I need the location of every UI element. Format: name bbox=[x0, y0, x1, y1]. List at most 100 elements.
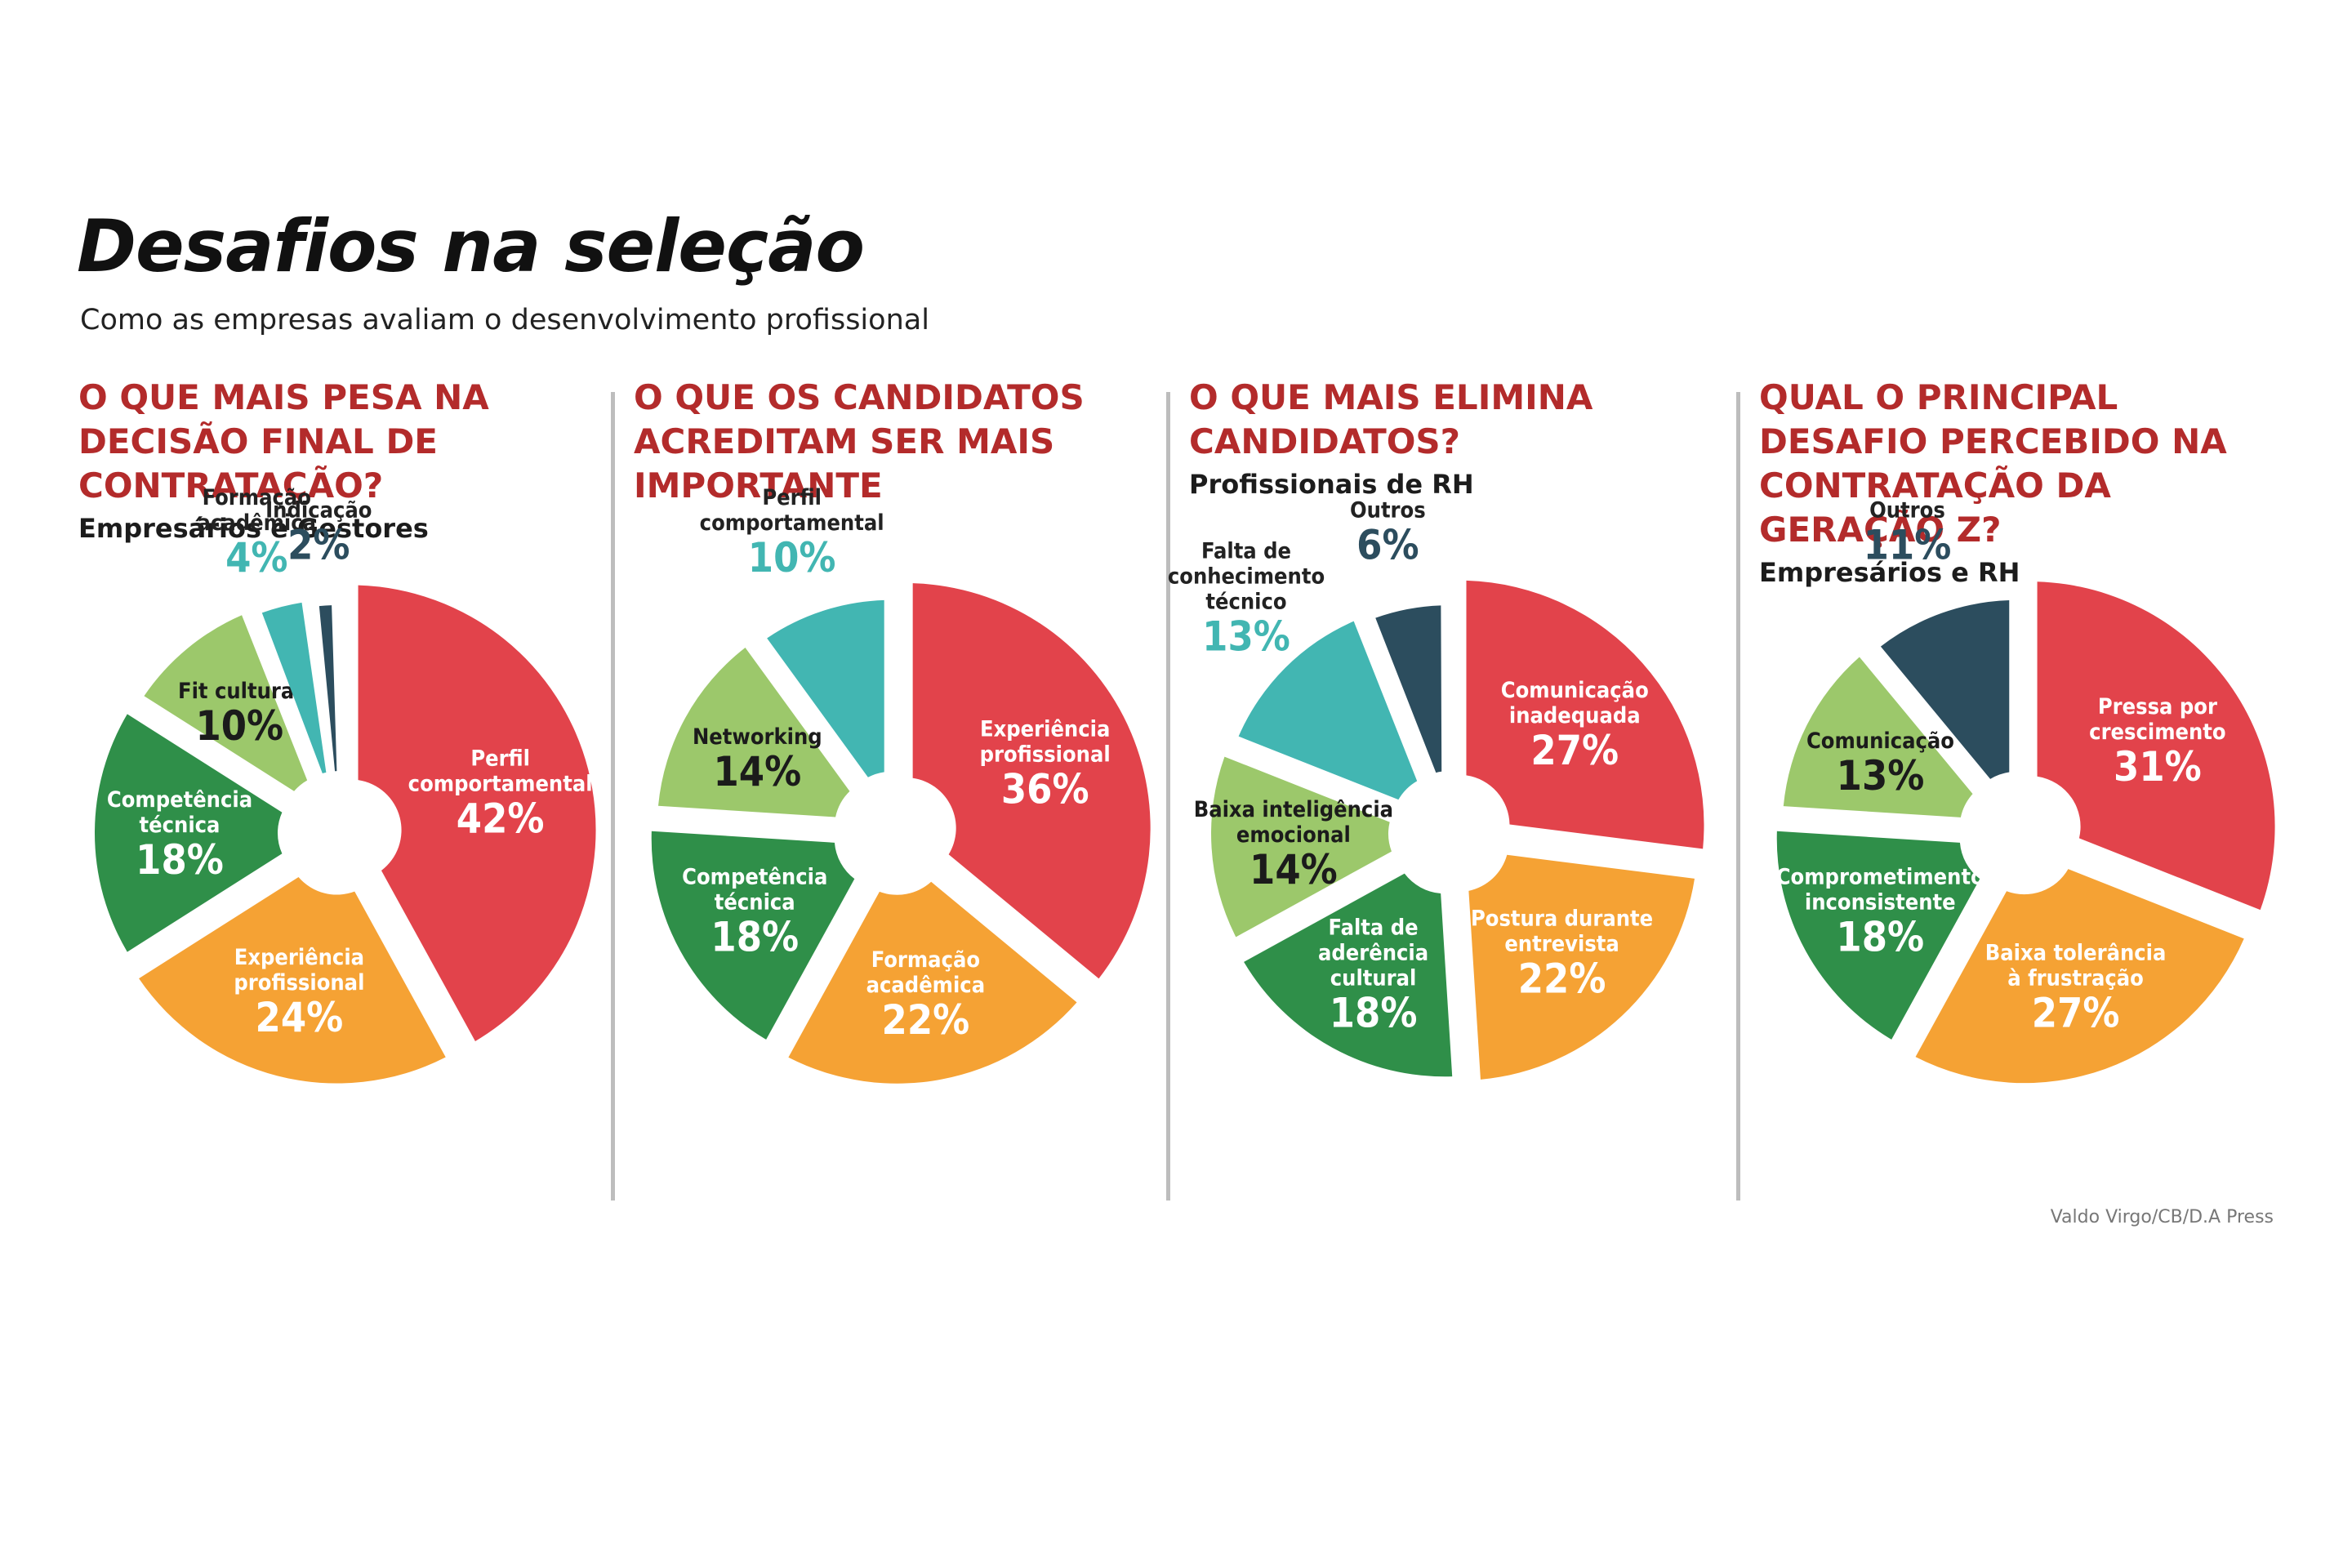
chart-panel-final-decision: O QUE MAIS PESA NA DECISÃO FINAL DE CONT… bbox=[78, 376, 601, 1192]
slice-category-label: emocional bbox=[1236, 822, 1351, 848]
chart-panel-generation-z: QUAL O PRINCIPAL DESAFIO PERCEBIDO NA CO… bbox=[1759, 376, 2282, 1192]
slice-category-label: Formação bbox=[203, 485, 311, 510]
pie-slice-comunicacao bbox=[1783, 657, 1973, 817]
slice-percent-label: 24% bbox=[256, 994, 344, 1041]
pie-slice-pressa-por-crescimento bbox=[2037, 581, 2275, 911]
slice-category-label: Postura durante bbox=[1471, 906, 1653, 931]
pie-slice-falta-de-aderencia-cultural bbox=[1244, 873, 1453, 1077]
slice-category-label: Outros bbox=[1350, 498, 1426, 523]
slice-category-label: inadequada bbox=[1509, 703, 1641, 728]
pie-slice-formacao-academica bbox=[261, 602, 327, 774]
slice-percent-label: 6% bbox=[1356, 522, 1419, 569]
slice-category-label: técnico bbox=[1205, 589, 1286, 614]
image-credit: Valdo Virgo/CB/D.A Press bbox=[2050, 1207, 2274, 1227]
chart-question: O QUE MAIS ELIMINA CANDIDATOS? bbox=[1189, 377, 1593, 461]
slice-category-label: acadêmica bbox=[198, 510, 316, 536]
slice-category-label: acadêmica bbox=[866, 973, 985, 998]
pie-slice-experiencia-profissional bbox=[912, 583, 1151, 979]
pie-slice-comunicacao-inadequada bbox=[1466, 580, 1704, 849]
pie-slice-perfil-comportamental bbox=[767, 599, 884, 777]
slice-percent-label: 18% bbox=[136, 836, 224, 884]
chart-question: O QUE MAIS PESA NA DECISÃO FINAL DE CONT… bbox=[78, 377, 489, 506]
slice-category-label: Indicação bbox=[265, 498, 372, 523]
slice-category-label: comportamental bbox=[408, 772, 593, 797]
column-divider bbox=[1736, 392, 1740, 1200]
slice-percent-label: 42% bbox=[457, 795, 545, 843]
slice-category-label: entrevista bbox=[1504, 931, 1619, 956]
slice-percent-label: 22% bbox=[882, 996, 970, 1044]
slice-category-label: técnica bbox=[140, 813, 220, 838]
chart-panel-candidates-belief: O QUE OS CANDIDATOS ACREDITAM SER MAIS I… bbox=[634, 376, 1156, 1192]
pie-slice-outros bbox=[1880, 599, 2010, 779]
chart-question: QUAL O PRINCIPAL DESAFIO PERCEBIDO NA CO… bbox=[1759, 377, 2227, 550]
slice-category-label: Perfil bbox=[762, 485, 822, 510]
pie-slice-falta-de-conhecimento-tecnico bbox=[1238, 621, 1418, 800]
pie-slice-formacao-academica bbox=[788, 881, 1077, 1084]
slice-category-label: Falta de bbox=[1201, 538, 1291, 564]
pie-slice-experiencia-profissional bbox=[139, 877, 446, 1084]
slice-category-label: conhecimento bbox=[1168, 564, 1325, 589]
slice-category-label: Experiência bbox=[234, 945, 364, 970]
slice-category-label: Comunicação bbox=[1806, 728, 1954, 754]
chart-respondents: Profissionais de RH bbox=[1189, 469, 1474, 500]
pie-slice-perfil-comportamental bbox=[358, 585, 596, 1041]
chart-respondents: Empresários e Gestores bbox=[78, 513, 429, 544]
slice-category-label: técnica bbox=[715, 889, 795, 915]
pie-slice-networking bbox=[657, 647, 850, 817]
slice-category-label: cultural bbox=[1330, 965, 1417, 991]
slice-category-label: profissional bbox=[980, 742, 1111, 768]
chart-respondents: Empresários e RH bbox=[1759, 557, 2020, 588]
slice-category-label: Baixa inteligência bbox=[1194, 797, 1393, 822]
slice-percent-label: 13% bbox=[1202, 612, 1290, 660]
pie-slice-postura-durante-entrevista bbox=[1468, 854, 1695, 1080]
slice-percent-label: 27% bbox=[1530, 727, 1619, 774]
pie-slice-outros bbox=[1375, 605, 1442, 773]
column-divider bbox=[611, 392, 615, 1200]
slice-percent-label: 4% bbox=[225, 534, 287, 581]
slice-percent-label: 11% bbox=[1864, 522, 1952, 569]
slice-percent-label: 18% bbox=[710, 913, 799, 960]
slice-category-label: Baixa tolerância bbox=[1985, 941, 2167, 966]
slice-category-label: aderência bbox=[1318, 940, 1428, 965]
infographic-subtitle: Como as empresas avaliam o desenvolvimen… bbox=[80, 304, 929, 336]
slice-category-label: Competência bbox=[682, 864, 827, 889]
slice-category-label: Fit cultural bbox=[178, 679, 301, 704]
slice-category-label: Comprometimento bbox=[1776, 864, 1984, 889]
slice-category-label: Perfil bbox=[470, 746, 530, 772]
pie-slice-comprometimento-inconsistente bbox=[1776, 831, 1980, 1040]
slice-percent-label: 18% bbox=[1330, 989, 1418, 1036]
slice-category-label: Outros bbox=[1869, 498, 1945, 523]
slice-category-label: crescimento bbox=[2089, 719, 2225, 745]
slice-category-label: Competência bbox=[107, 787, 252, 813]
slice-category-label: Comunicação bbox=[1501, 678, 1649, 703]
infographic-title: Desafios na seleção bbox=[77, 204, 865, 288]
pie-slice-competencia-tecnica bbox=[651, 831, 855, 1040]
slice-category-label: profissional bbox=[234, 970, 364, 996]
slice-percent-label: 22% bbox=[1518, 955, 1606, 1002]
slice-category-label: comportamental bbox=[700, 510, 884, 536]
slice-percent-label: 14% bbox=[1250, 846, 1338, 893]
pie-slice-baixa-tolerancia-a-frustracao bbox=[1915, 869, 2244, 1084]
slice-percent-label: 27% bbox=[2032, 990, 2120, 1037]
slice-percent-label: 14% bbox=[713, 748, 801, 795]
chart-panel-elimination: O QUE MAIS ELIMINA CANDIDATOS? Profissio… bbox=[1168, 376, 1712, 1192]
slice-percent-label: 31% bbox=[2114, 743, 2202, 791]
